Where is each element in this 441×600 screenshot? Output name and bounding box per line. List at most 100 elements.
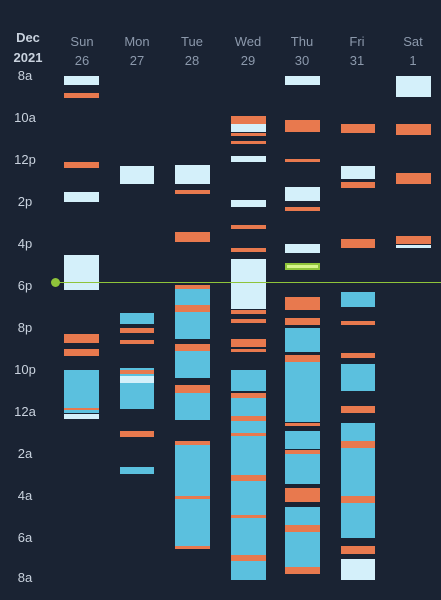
- event-block-awake[interactable]: [120, 370, 154, 375]
- day-column-fri[interactable]: [341, 62, 375, 600]
- event-block-awake[interactable]: [285, 317, 320, 325]
- event-block-light[interactable]: [285, 244, 320, 254]
- event-block-light[interactable]: [285, 187, 320, 201]
- event-block-awake[interactable]: [120, 328, 154, 334]
- event-block-awake[interactable]: [231, 433, 266, 437]
- event-block-awake[interactable]: [231, 132, 266, 136]
- day-column-sun[interactable]: [64, 62, 99, 600]
- event-block-awake[interactable]: [175, 496, 210, 500]
- event-block-sleep[interactable]: [120, 466, 154, 474]
- event-block-sleep[interactable]: [64, 370, 99, 408]
- day-header-wed[interactable]: Wed 29: [223, 32, 273, 70]
- event-block-sleep[interactable]: [285, 430, 320, 449]
- day-column-tue[interactable]: [175, 62, 210, 600]
- event-block-sleep[interactable]: [285, 361, 320, 423]
- event-block-sleep[interactable]: [341, 503, 375, 538]
- event-block-sleep[interactable]: [285, 506, 320, 526]
- event-block-awake[interactable]: [285, 493, 320, 503]
- event-block-awake[interactable]: [231, 141, 266, 145]
- event-block-light[interactable]: [64, 191, 99, 202]
- event-block-awake[interactable]: [231, 115, 266, 125]
- event-block-awake[interactable]: [285, 567, 320, 574]
- day-header-thu[interactable]: Thu 30: [277, 32, 327, 70]
- event-block-sleep[interactable]: [285, 531, 320, 568]
- day-header-tue[interactable]: Tue 28: [167, 32, 217, 70]
- event-block-sleep[interactable]: [341, 363, 375, 391]
- day-header-sat[interactable]: Sat 1: [388, 32, 438, 70]
- event-block-awake[interactable]: [341, 353, 375, 359]
- event-block-sleep[interactable]: [341, 422, 375, 442]
- event-block-light[interactable]: [341, 559, 375, 580]
- event-block-awake[interactable]: [341, 546, 375, 554]
- event-block-awake[interactable]: [285, 296, 320, 311]
- event-block-awake[interactable]: [175, 284, 210, 290]
- day-column-thu[interactable]: [285, 62, 320, 600]
- event-block-awake[interactable]: [64, 349, 99, 357]
- event-block-light[interactable]: [396, 245, 431, 249]
- event-block-sleep[interactable]: [175, 499, 210, 547]
- event-block-awake[interactable]: [64, 162, 99, 169]
- event-block-awake[interactable]: [175, 232, 210, 242]
- event-block-awake[interactable]: [285, 120, 320, 132]
- event-block-sleep[interactable]: [231, 436, 266, 475]
- event-block-light[interactable]: [231, 155, 266, 163]
- event-block-sleep[interactable]: [231, 481, 266, 515]
- event-block-awake[interactable]: [341, 441, 375, 448]
- event-block-awake[interactable]: [341, 238, 375, 249]
- event-block-awake[interactable]: [175, 343, 210, 352]
- event-block-awake[interactable]: [175, 546, 210, 550]
- event-block-sleep[interactable]: [175, 289, 210, 305]
- event-block-sleep[interactable]: [231, 518, 266, 555]
- event-block-light[interactable]: [231, 199, 266, 208]
- day-header-sun[interactable]: Sun 26: [57, 32, 107, 70]
- event-block-light[interactable]: [231, 124, 266, 132]
- event-block-awake[interactable]: [175, 190, 210, 194]
- event-block-awake[interactable]: [341, 496, 375, 504]
- event-block-awake[interactable]: [396, 235, 431, 244]
- event-block-awake[interactable]: [64, 407, 99, 411]
- event-block-awake[interactable]: [396, 124, 431, 135]
- event-block-light[interactable]: [64, 76, 99, 86]
- event-block-light[interactable]: [120, 376, 154, 383]
- day-header-fri[interactable]: Fri 31: [332, 32, 382, 70]
- event-block-sleep[interactable]: [175, 351, 210, 379]
- event-block-awake[interactable]: [231, 225, 266, 230]
- event-block-awake[interactable]: [285, 158, 320, 162]
- event-block-awake[interactable]: [231, 393, 266, 399]
- event-block-sleep[interactable]: [175, 393, 210, 421]
- event-block-awake[interactable]: [285, 449, 320, 454]
- event-block-awake[interactable]: [120, 339, 154, 344]
- event-block-awake[interactable]: [64, 92, 99, 99]
- event-block-awake[interactable]: [285, 207, 320, 212]
- event-block-sleep[interactable]: [64, 409, 99, 414]
- event-block-sleep[interactable]: [231, 370, 266, 391]
- event-block-awake[interactable]: [285, 487, 320, 494]
- event-block-light[interactable]: [64, 414, 99, 420]
- event-block-awake[interactable]: [341, 124, 375, 133]
- event-block-light[interactable]: [285, 76, 320, 86]
- event-block-sleep[interactable]: [120, 313, 154, 324]
- event-block-awake[interactable]: [175, 304, 210, 313]
- event-block-sleep[interactable]: [175, 444, 210, 496]
- event-block-sleep[interactable]: [120, 382, 154, 409]
- event-block-awake[interactable]: [396, 172, 431, 185]
- day-header-mon[interactable]: Mon 27: [112, 32, 162, 70]
- event-block-awake[interactable]: [341, 320, 375, 325]
- event-block-sleep[interactable]: [341, 447, 375, 496]
- event-block-awake[interactable]: [285, 422, 320, 426]
- event-block-light[interactable]: [64, 254, 99, 291]
- event-block-light[interactable]: [175, 165, 210, 185]
- event-block-awake[interactable]: [285, 355, 320, 362]
- event-block-light[interactable]: [120, 166, 154, 185]
- event-block-awake[interactable]: [231, 318, 266, 323]
- event-block-light[interactable]: [396, 76, 431, 97]
- event-block-awake[interactable]: [175, 441, 210, 445]
- event-block-awake[interactable]: [231, 475, 266, 482]
- event-block-awake[interactable]: [64, 334, 99, 343]
- event-block-light[interactable]: [341, 166, 375, 179]
- event-block-awake[interactable]: [231, 416, 266, 422]
- event-block-awake[interactable]: [231, 248, 266, 253]
- event-block-awake[interactable]: [231, 554, 266, 562]
- event-block-sleep[interactable]: [175, 312, 210, 339]
- day-column-mon[interactable]: [120, 62, 154, 600]
